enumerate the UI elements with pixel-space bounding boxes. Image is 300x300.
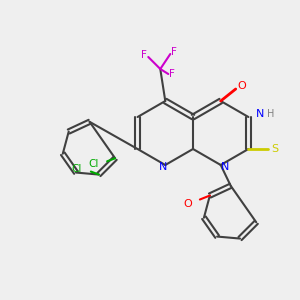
Text: Cl: Cl — [88, 159, 98, 169]
Text: N: N — [159, 162, 167, 172]
Text: S: S — [271, 144, 278, 154]
Text: F: F — [169, 69, 175, 79]
Text: O: O — [237, 81, 246, 91]
Text: F: F — [141, 50, 147, 60]
Text: N: N — [220, 162, 229, 172]
Text: Cl: Cl — [72, 164, 82, 174]
Text: H: H — [267, 109, 274, 119]
Text: N: N — [256, 109, 265, 119]
Text: O: O — [184, 199, 192, 208]
Text: F: F — [171, 47, 177, 57]
